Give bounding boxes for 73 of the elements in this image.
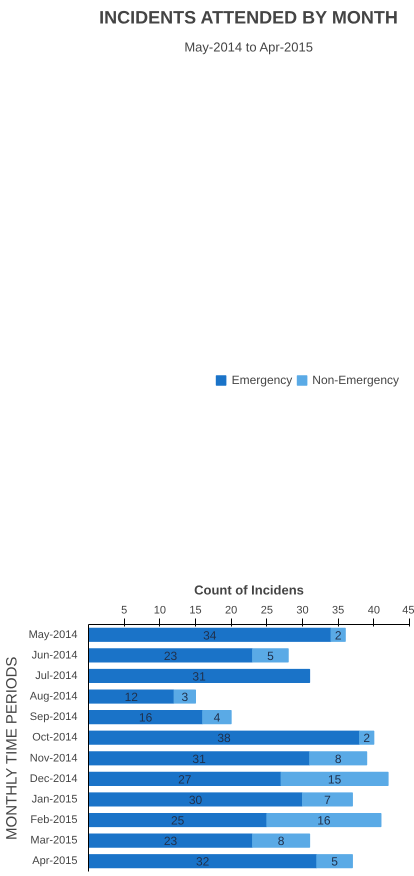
bar: [88, 689, 175, 704]
x-tick-label: 30: [296, 604, 309, 616]
bar: [359, 730, 374, 745]
bar: [330, 628, 346, 642]
y-axis-title: MONTHLY TIME PERIODS: [4, 656, 21, 840]
bar: [316, 854, 353, 868]
data-label: 15: [328, 772, 342, 786]
bar: [88, 854, 318, 868]
data-label: 7: [324, 792, 332, 807]
data-label: 4: [214, 710, 221, 725]
chart-title: INCIDENTS ATTENDED BY MONTH: [99, 8, 398, 28]
bar: [266, 812, 382, 828]
bar: [202, 710, 232, 724]
bar: [88, 772, 282, 786]
data-label: 31: [192, 752, 206, 766]
y-tick-label: Dec-2014: [30, 772, 78, 785]
bar: [302, 792, 353, 807]
bar: [309, 751, 368, 766]
bar: [88, 834, 254, 848]
x-tick-label: 5: [121, 604, 128, 616]
x-tick-label: 40: [368, 604, 380, 616]
y-tick-label: Nov-2014: [30, 752, 78, 764]
bar: [280, 772, 389, 786]
data-label: 27: [178, 772, 192, 786]
data-label: 34: [203, 628, 217, 642]
x-tick-label: 10: [154, 604, 166, 616]
data-label: 2: [363, 731, 370, 746]
x-tick-label: 45: [402, 604, 414, 616]
data-label: 8: [334, 752, 342, 766]
data-label: 8: [278, 834, 285, 848]
data-label: 16: [317, 814, 331, 828]
y-tick-label: Feb-2015: [30, 814, 78, 826]
x-tick-label: 20: [225, 604, 238, 616]
x-axis-title: Count of Incidens: [194, 582, 304, 598]
y-tick-label: Jun-2014: [32, 649, 78, 662]
bar: [174, 689, 196, 704]
y-tick-label: May-2014: [28, 628, 78, 641]
data-label: 30: [188, 792, 202, 807]
bar: [88, 648, 254, 662]
data-label: 5: [331, 854, 338, 869]
bar: [88, 730, 360, 745]
data-label: 31: [192, 669, 206, 684]
data-label: 12: [124, 690, 138, 704]
bar: [88, 792, 303, 807]
bar: [88, 668, 310, 684]
data-label: 3: [181, 690, 188, 704]
legend-label: Emergency: [232, 372, 292, 387]
y-tick-label: Oct-2014: [32, 732, 78, 744]
bar: [88, 710, 204, 724]
x-tick-label: 25: [260, 604, 273, 616]
bar: [88, 751, 310, 766]
data-label: 38: [217, 731, 232, 746]
x-tick-label: 35: [332, 604, 344, 616]
y-tick-label: Mar-2015: [30, 834, 78, 847]
chart-subtitle: May-2014 to Apr-2015: [184, 40, 313, 54]
x-tick-label: 15: [189, 604, 202, 616]
data-label: 25: [170, 814, 185, 828]
legend-label: Non-Emergency: [312, 372, 399, 387]
y-tick-label: Aug-2014: [30, 690, 78, 703]
bar: [252, 648, 289, 662]
data-label: 5: [267, 648, 274, 663]
y-tick-label: Apr-2015: [32, 855, 78, 868]
data-label: 32: [196, 854, 210, 869]
bar: [88, 628, 332, 642]
data-label: 23: [164, 648, 178, 663]
y-tick-label: Sep-2014: [30, 711, 78, 724]
y-tick-label: Jul-2014: [35, 670, 78, 682]
data-label: 2: [334, 628, 342, 642]
data-label: 16: [138, 710, 153, 725]
bar: [88, 812, 268, 828]
bar: [252, 834, 310, 848]
y-tick-label: Jan-2015: [32, 793, 78, 806]
data-label: 23: [164, 834, 178, 848]
